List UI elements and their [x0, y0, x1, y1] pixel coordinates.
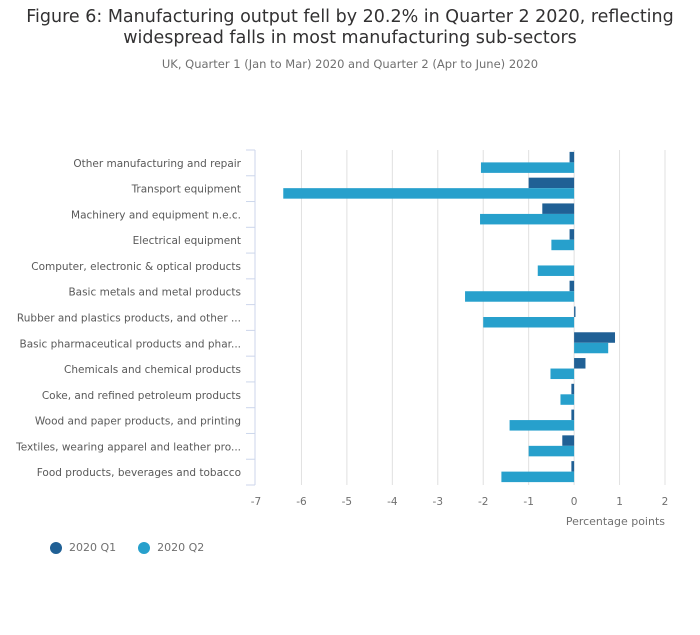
bar-q1[interactable] [571, 383, 575, 395]
bar-q2[interactable] [480, 162, 575, 173]
bar-q2[interactable] [574, 342, 609, 354]
bar-q1[interactable] [574, 306, 576, 318]
bar-q2[interactable] [537, 265, 575, 276]
bar-q2[interactable] [551, 239, 575, 251]
category-label: Basic metals and metal products [68, 287, 241, 299]
x-tick-label: -5 [342, 496, 352, 508]
bar-q2[interactable] [528, 445, 575, 457]
x-tick-label: -4 [387, 496, 398, 508]
legend-item-q2[interactable]: 2020 Q2 [138, 541, 204, 554]
category-label: Chemicals and chemical products [64, 364, 241, 376]
bar-q1[interactable] [574, 332, 616, 343]
bar-q1[interactable] [562, 435, 575, 446]
x-tick-label: 2 [662, 496, 669, 508]
category-label: Wood and paper products, and printing [35, 416, 241, 428]
bar-q1[interactable] [542, 203, 575, 214]
bar-q2[interactable] [560, 394, 575, 405]
chart-title: Figure 6: Manufacturing output fell by 2… [26, 7, 674, 48]
category-label: Electrical equipment [133, 235, 241, 247]
category-label: Textiles, wearing apparel and leather pr… [15, 441, 241, 453]
bar-q1[interactable] [571, 461, 575, 472]
x-tick-label: -1 [523, 496, 533, 508]
legend-marker-q2 [138, 541, 151, 554]
bar-q1[interactable] [569, 229, 575, 240]
bar-q2[interactable] [465, 291, 575, 302]
x-tick-label: -3 [433, 496, 443, 508]
bar-q2[interactable] [501, 471, 575, 483]
x-tick-label: 0 [571, 496, 578, 508]
x-axis: -7 -6 -5 -4 -3 -2 -1 0 1 2 [251, 496, 669, 508]
category-label: Basic pharmaceutical products and phar..… [20, 338, 241, 350]
category-label: Transport equipment [131, 184, 241, 196]
category-label: Machinery and equipment n.e.c. [71, 209, 241, 221]
bar-q2[interactable] [480, 213, 575, 225]
category-label: Computer, electronic & optical products [31, 261, 241, 273]
legend-label-q2: 2020 Q2 [157, 541, 205, 554]
x-axis-title: Percentage points [566, 515, 665, 528]
x-tick-label: -6 [296, 496, 307, 508]
legend-label-q1: 2020 Q1 [69, 541, 117, 554]
bars [283, 151, 616, 483]
bar-q1[interactable] [569, 151, 575, 163]
legend-marker-q1 [50, 541, 62, 554]
bar-q1[interactable] [571, 409, 575, 421]
bar-q2[interactable] [509, 420, 575, 431]
category-label: Coke, and refined petroleum products [42, 390, 241, 402]
bar-q2[interactable] [483, 317, 575, 328]
bar-q2[interactable] [550, 368, 575, 380]
bar-q1[interactable] [528, 177, 575, 189]
x-tick-label: 1 [616, 496, 623, 508]
bar-q1[interactable] [574, 358, 586, 369]
category-label: Other manufacturing and repair [73, 158, 241, 170]
bar-q1[interactable] [569, 280, 575, 292]
category-label: Rubber and plastics products, and other … [17, 313, 241, 325]
category-label: Food products, beverages and tobacco [37, 467, 241, 479]
legend-item-q1[interactable]: 2020 Q1 [50, 541, 116, 554]
legend: 2020 Q1 2020 Q2 [50, 541, 204, 554]
x-tick-label: -2 [478, 496, 488, 508]
chart-subtitle: UK, Quarter 1 (Jan to Mar) 2020 and Quar… [161, 57, 539, 71]
y-axis: Other manufacturing and repair Transport … [15, 149, 256, 486]
bar-q2[interactable] [283, 188, 575, 199]
x-tick-label: -7 [251, 496, 261, 508]
